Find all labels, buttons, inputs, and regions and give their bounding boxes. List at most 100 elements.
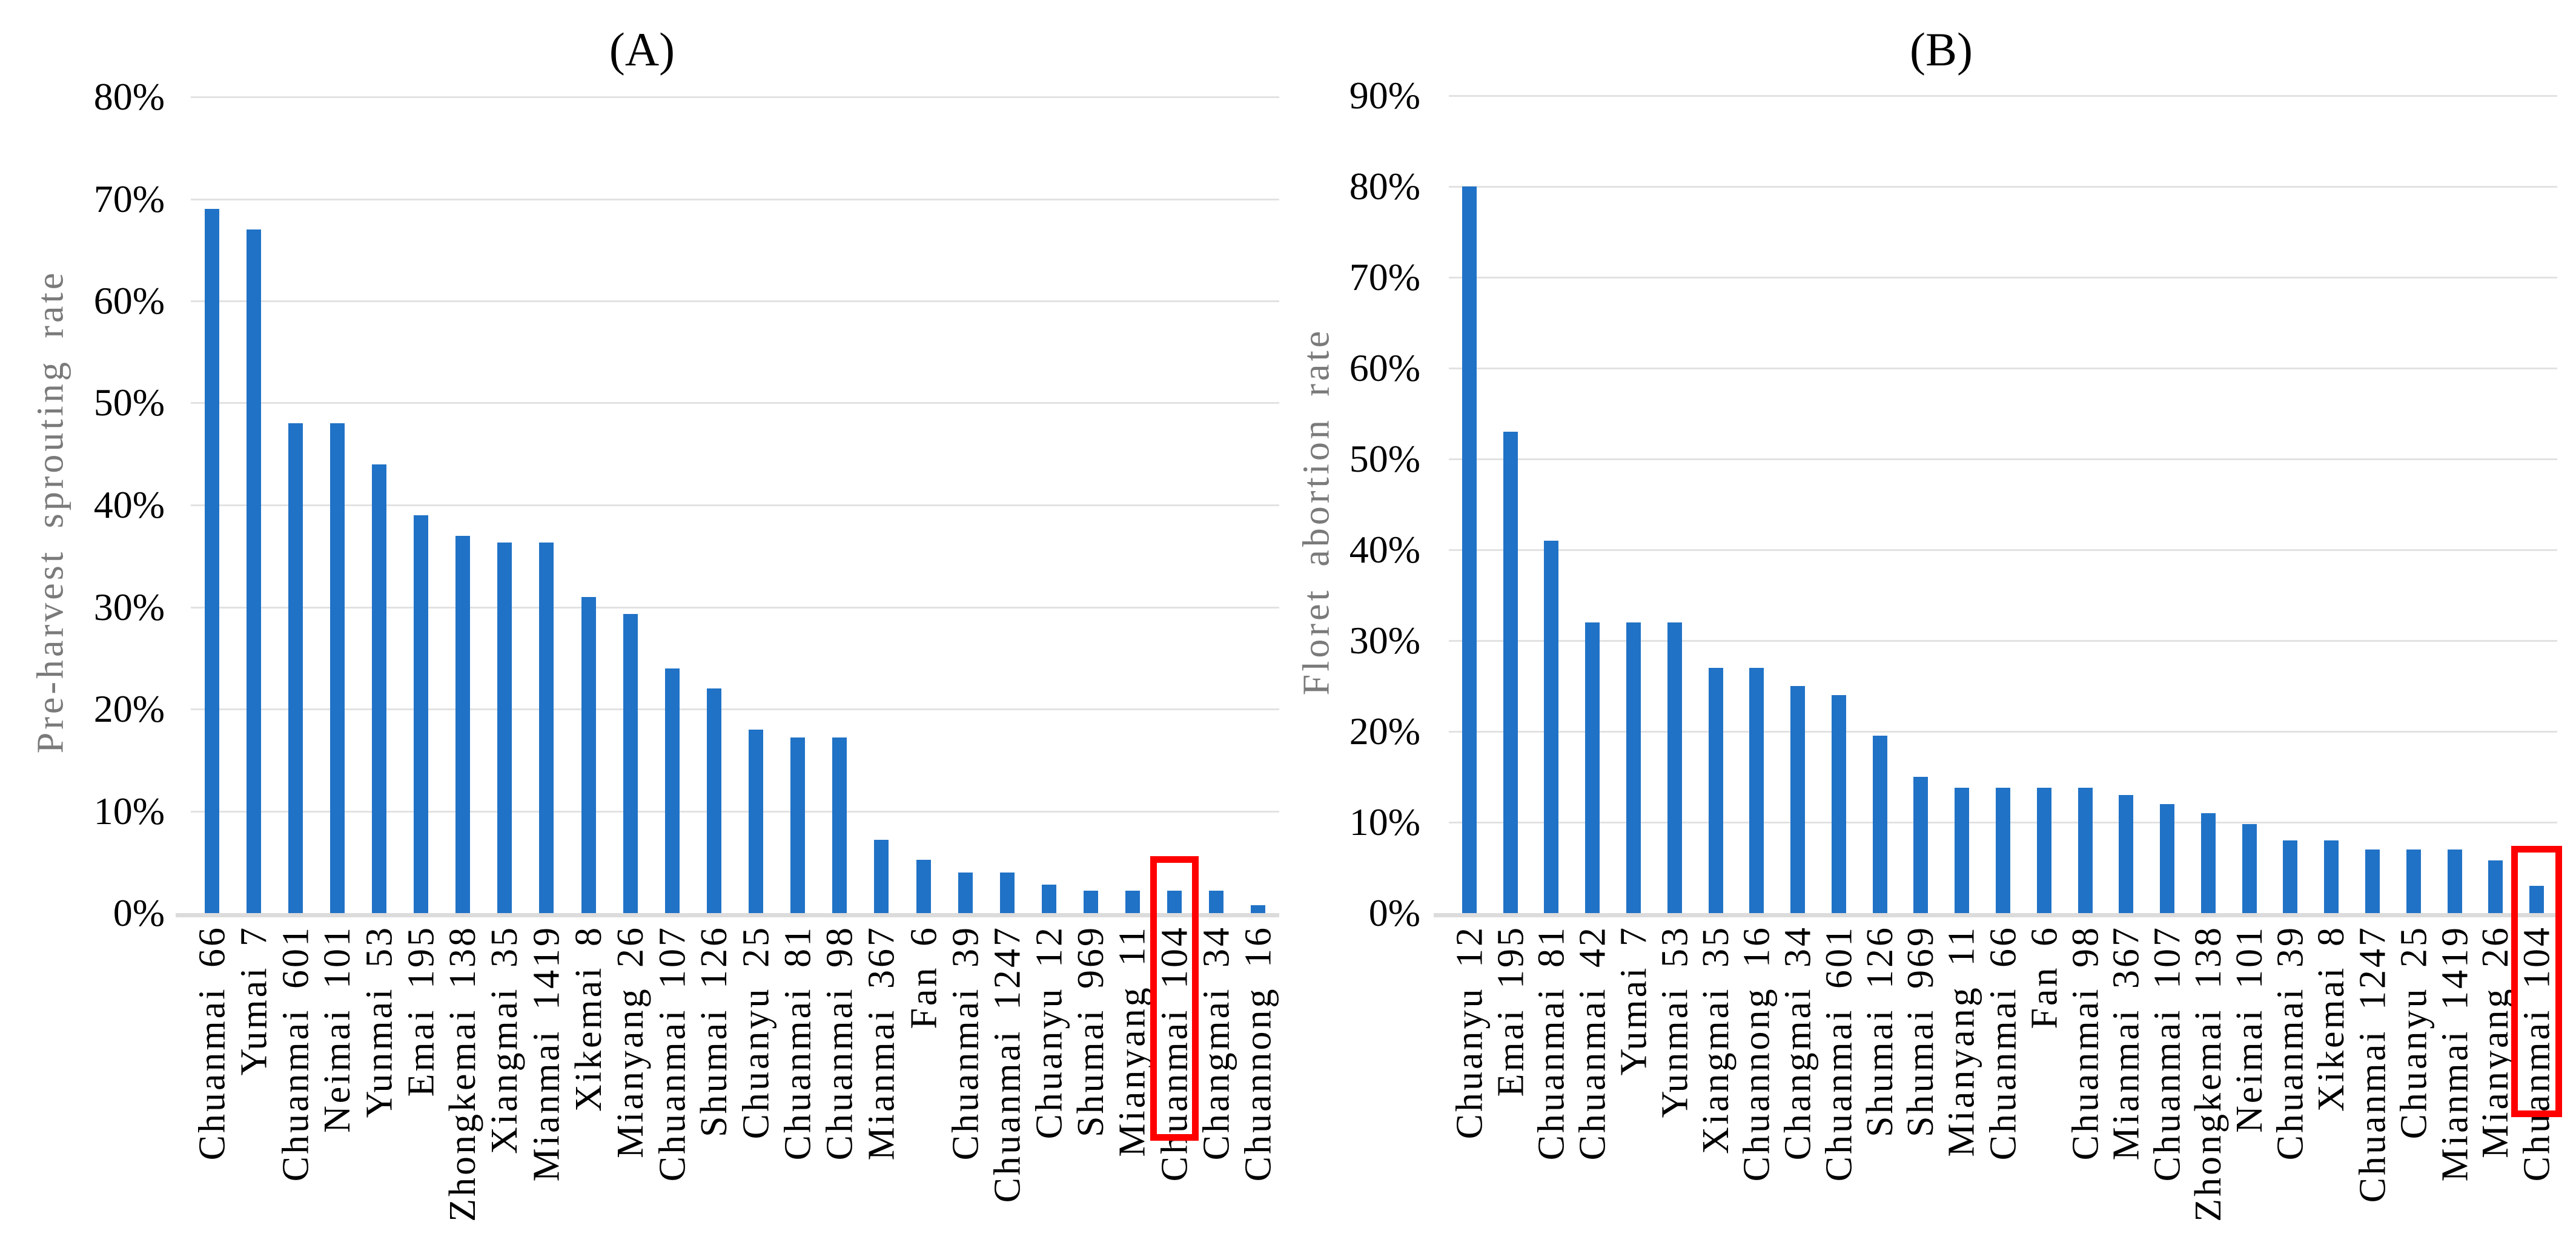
category-label: Chuanmai 81 — [777, 925, 818, 1161]
category-label: Chuanmai 66 — [1982, 925, 2024, 1161]
bar — [958, 873, 973, 913]
bar — [2488, 860, 2503, 913]
category-label: Chuanyu 12 — [1449, 925, 1490, 1140]
highlight-box — [2511, 846, 2562, 1117]
category-label: Zhongkemai 138 — [2188, 925, 2229, 1222]
gridline — [1449, 186, 2557, 188]
gridline — [1449, 458, 2557, 460]
bar — [2406, 850, 2421, 913]
bar — [2119, 795, 2133, 913]
y-tick-label: 70% — [1349, 256, 1420, 299]
gridline — [191, 199, 1279, 200]
bar — [1873, 736, 1887, 913]
y-tick-label: 20% — [1349, 710, 1420, 753]
gridline — [1449, 640, 2557, 642]
y-tick-label: 0% — [113, 891, 165, 934]
category-label: Chuanyu 25 — [735, 925, 776, 1140]
gridline — [1449, 95, 2557, 97]
category-label: Mianyang 11 — [1112, 925, 1153, 1157]
bar — [1996, 788, 2010, 913]
y-tick-label: 80% — [93, 75, 165, 118]
category-label: Yumai 7 — [1613, 925, 1654, 1076]
bar — [832, 737, 847, 913]
y-tick-label: 20% — [93, 687, 165, 730]
panel-B-title: (B) — [1910, 23, 1973, 76]
bar — [1832, 695, 1846, 913]
category-label: Yunmai 53 — [1654, 925, 1695, 1118]
highlight-box — [1150, 856, 1199, 1141]
category-label: Shumai 126 — [1859, 925, 1901, 1137]
category-label: Chuanmai 1247 — [987, 925, 1028, 1203]
category-label: Mianyang 26 — [2475, 925, 2516, 1158]
bar — [1790, 686, 1805, 913]
bar — [205, 209, 219, 913]
bar — [2283, 840, 2297, 913]
bar — [1544, 541, 1558, 913]
gridline — [191, 811, 1279, 813]
category-label: Mianmai 367 — [2105, 925, 2147, 1161]
bar — [2365, 850, 2380, 913]
bar — [2160, 804, 2174, 913]
y-tick-label: 40% — [1349, 528, 1420, 571]
bar — [2201, 813, 2216, 913]
category-label: Emai 195 — [1490, 925, 1531, 1097]
category-label: Chuanmai 81 — [1531, 925, 1572, 1161]
category-label: Chuanmai 107 — [2147, 925, 2188, 1182]
bar — [916, 860, 931, 913]
bar — [1209, 891, 1223, 913]
panel-A: (A) Pre-harvest sprouting rate 80% 70% 60%… — [30, 23, 1279, 1222]
category-label: Chuanmai 39 — [945, 925, 986, 1161]
gridline — [1449, 368, 2557, 369]
y-tick-label: 70% — [93, 177, 165, 220]
bar — [790, 737, 805, 913]
bar — [665, 668, 680, 913]
y-tick-label: 10% — [93, 790, 165, 833]
category-label: Yumai 7 — [233, 925, 274, 1076]
category-label: Yunmai 53 — [359, 925, 400, 1118]
y-tick-label: 30% — [1349, 619, 1420, 662]
y-tick-label: 90% — [1349, 74, 1420, 117]
y-tick-label: 60% — [93, 279, 165, 322]
category-label: Shumai 969 — [1070, 925, 1111, 1137]
bar — [1167, 891, 1182, 913]
category-label: Chuannong 16 — [1237, 925, 1279, 1182]
category-label: Mianyang 11 — [1941, 925, 1982, 1157]
category-label: Xikemai 8 — [568, 925, 609, 1112]
panel-B: (B) Floret abortion rate 90% 80% 70% 60% 50%… — [1288, 0, 2576, 1257]
y-tick-label: 30% — [93, 586, 165, 628]
bar — [539, 543, 554, 913]
y-tick-label: 10% — [1349, 800, 1420, 843]
gridline — [191, 607, 1279, 609]
bar — [2078, 788, 2093, 913]
category-label: Fan 6 — [2024, 925, 2065, 1029]
bar — [623, 614, 638, 913]
bar — [1585, 622, 1600, 913]
category-label: Mianmai 1419 — [2434, 925, 2475, 1182]
bar — [247, 229, 261, 913]
category-label: Chuanmai 98 — [819, 925, 860, 1161]
category-label: Mianmai 367 — [861, 925, 902, 1161]
x-axis-line — [1434, 913, 2557, 917]
bar — [1000, 873, 1015, 913]
bar — [372, 464, 386, 913]
bar — [2324, 840, 2339, 913]
category-label: Chuannong 16 — [1736, 925, 1777, 1182]
bar — [707, 688, 721, 913]
y-tick-label: 40% — [93, 483, 165, 526]
category-label: Xikemai 8 — [2311, 925, 2352, 1112]
category-label: Shumai 969 — [1900, 925, 1941, 1137]
bar — [1503, 432, 1518, 913]
bar — [414, 515, 428, 913]
bar — [330, 423, 345, 913]
y-tick-label: 50% — [1349, 437, 1420, 480]
gridline — [191, 504, 1279, 506]
bar — [874, 840, 889, 913]
category-label: Neimai 101 — [317, 925, 358, 1133]
category-label: Chuanmai 39 — [2270, 925, 2311, 1161]
category-label: Chuanmai 66 — [191, 925, 233, 1161]
bar — [2037, 788, 2051, 913]
gridline — [191, 402, 1279, 404]
category-label: Neimai 101 — [2229, 925, 2270, 1133]
bar — [1667, 622, 1682, 913]
bar — [1125, 891, 1140, 913]
